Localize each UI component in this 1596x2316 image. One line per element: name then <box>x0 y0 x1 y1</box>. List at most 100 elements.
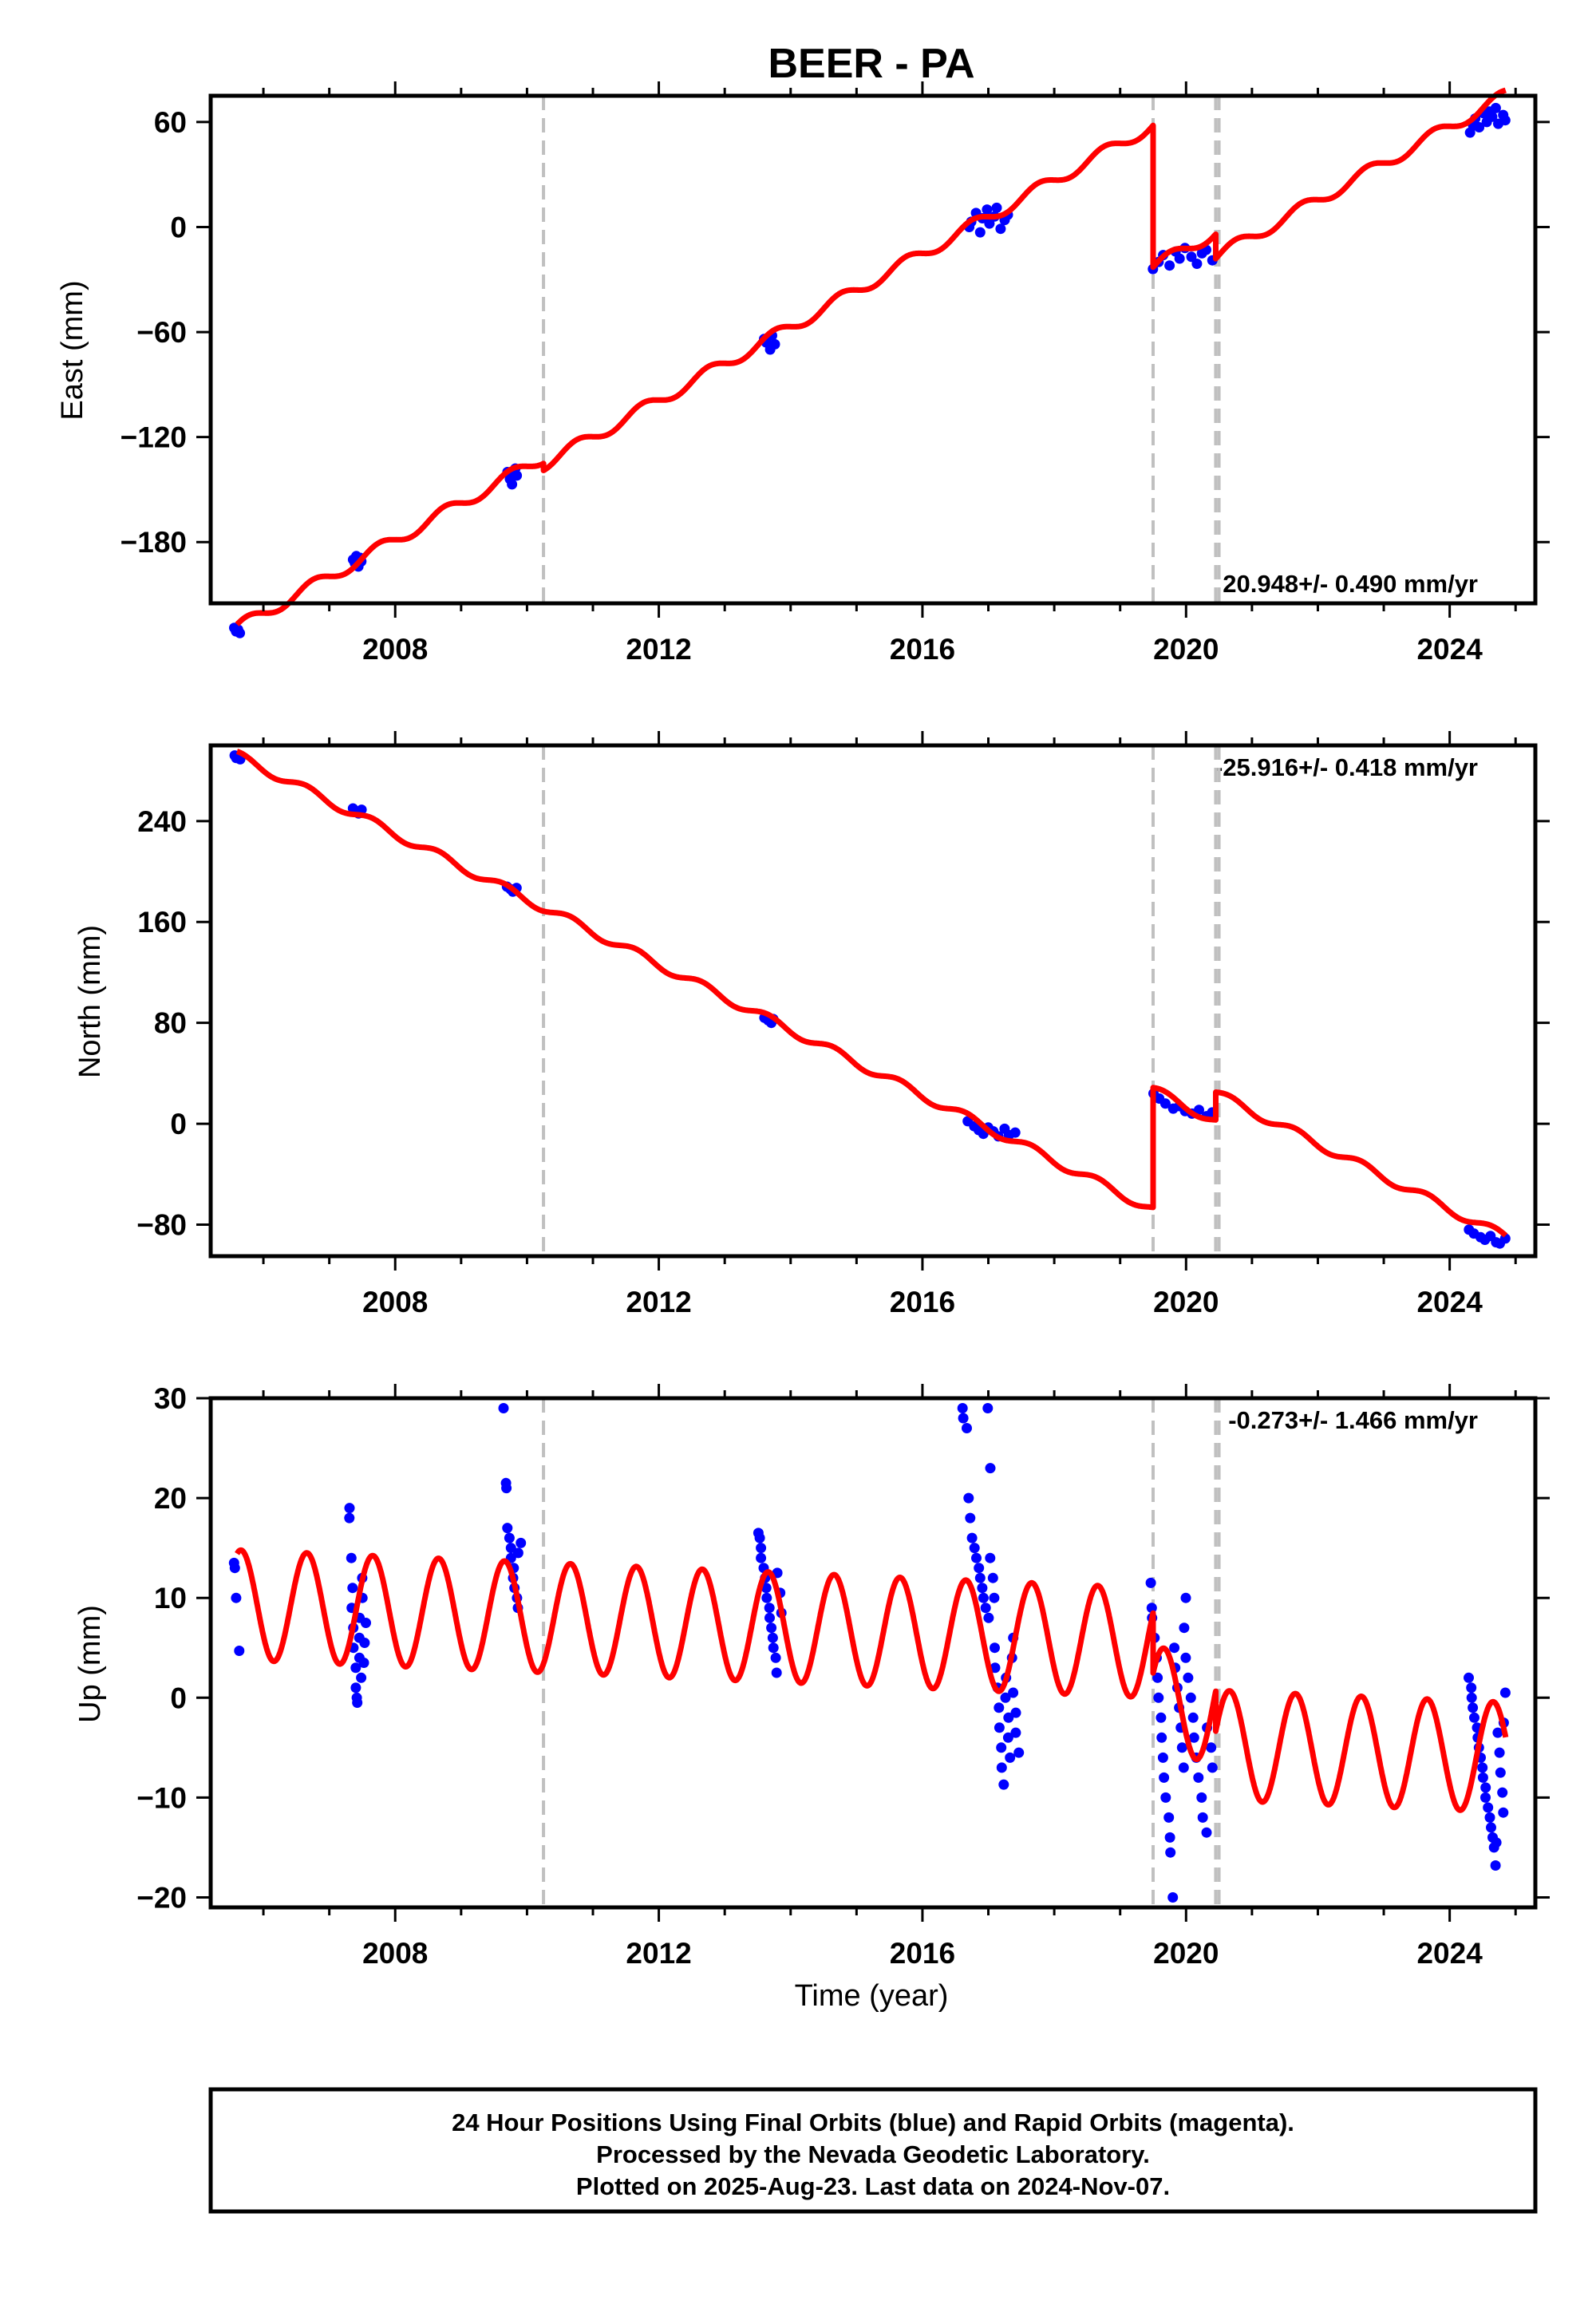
east-data-point <box>512 470 523 481</box>
up-data-point <box>1002 1732 1013 1743</box>
up-data-point <box>756 1552 767 1563</box>
up-data-point <box>1486 1822 1496 1833</box>
up-x-tick-label: 2012 <box>626 1937 691 1970</box>
up-data-point <box>994 1722 1005 1733</box>
east-data-points <box>229 102 1511 638</box>
north-model-curve <box>235 749 1508 1238</box>
east-x-tick-label: 2016 <box>890 633 955 666</box>
up-data-point <box>1167 1892 1179 1903</box>
up-data-point <box>965 1512 976 1524</box>
east-data-point <box>235 627 246 638</box>
up-data-point <box>969 1543 980 1554</box>
up-data-point <box>754 1532 765 1543</box>
up-data-point <box>1153 1692 1164 1703</box>
up-data-point <box>985 1552 996 1563</box>
up-data-point <box>1010 1727 1021 1738</box>
up-x-tick-label: 2020 <box>1153 1937 1219 1970</box>
up-data-point <box>1169 1642 1180 1654</box>
up-data-point <box>1484 1812 1495 1823</box>
up-data-point <box>501 1483 512 1494</box>
up-data-point <box>1183 1672 1194 1683</box>
up-data-point <box>1197 1812 1208 1823</box>
north-x-tick-label: 2024 <box>1416 1286 1483 1318</box>
up-data-point <box>344 1503 355 1514</box>
up-data-point <box>1483 1802 1494 1813</box>
east-data-point <box>507 479 518 490</box>
up-data-point <box>512 1547 523 1559</box>
up-data-point <box>1010 1707 1021 1718</box>
east-data-point <box>995 223 1006 235</box>
up-data-point <box>1145 1577 1156 1588</box>
up-data-point <box>962 1423 972 1433</box>
east-data-point <box>1186 251 1197 263</box>
up-data-point <box>1156 1732 1167 1743</box>
north-data-point <box>1159 1098 1171 1109</box>
north-data-point <box>1009 1127 1021 1138</box>
up-y-tick-label: 30 <box>154 1382 187 1415</box>
up-data-point <box>994 1702 1005 1713</box>
up-rate-label: -0.273+/- 1.466 mm/yr <box>1228 1406 1478 1434</box>
up-data-point <box>1207 1762 1218 1773</box>
up-data-point <box>1185 1692 1196 1703</box>
up-data-point <box>505 1543 516 1554</box>
east-y-tick-label: 0 <box>170 211 187 243</box>
up-data-point <box>980 1603 991 1614</box>
up-data-point <box>1469 1712 1479 1723</box>
east-data-point <box>991 202 1002 213</box>
up-data-point <box>1201 1827 1212 1838</box>
east-data-point <box>1490 102 1501 113</box>
east-data-point <box>1174 253 1185 264</box>
time-xlabel: Time (year) <box>795 1979 949 2013</box>
up-panel: Up (mm) -0.273+/- 1.466 mm/yr Time (year… <box>73 1382 1550 2013</box>
up-data-point <box>504 1532 515 1543</box>
up-data-point <box>1477 1762 1488 1773</box>
east-rate-label: 20.948+/- 0.490 mm/yr <box>1223 570 1478 598</box>
east-data-point <box>1474 122 1485 132</box>
east-x-tick-label: 2024 <box>1416 633 1483 666</box>
east-plot-frame <box>208 93 1538 606</box>
up-data-point <box>1156 1712 1167 1723</box>
east-x-tick-label: 2012 <box>626 633 691 666</box>
up-data-point <box>498 1403 509 1413</box>
up-data-point <box>346 1552 357 1563</box>
east-data-point <box>1487 111 1498 122</box>
north-y-tick-label: 0 <box>170 1108 187 1140</box>
up-ylabel: Up (mm) <box>73 1605 107 1723</box>
up-data-point <box>502 1523 513 1534</box>
up-data-point <box>768 1642 779 1654</box>
up-x-tick-label: 2016 <box>890 1937 955 1970</box>
up-data-point <box>990 1642 1000 1654</box>
up-data-point <box>516 1537 527 1548</box>
up-data-point <box>1005 1752 1016 1763</box>
up-data-point <box>344 1512 355 1524</box>
up-data-points <box>228 1403 1511 1903</box>
north-y-tick-label: 80 <box>154 1007 187 1040</box>
up-data-point <box>1003 1712 1014 1723</box>
up-data-point <box>963 1492 974 1504</box>
north-x-tick-label: 2020 <box>1153 1286 1219 1318</box>
up-data-point <box>996 1742 1007 1753</box>
up-plot-frame <box>208 1396 1538 1910</box>
up-data-point <box>1466 1682 1477 1694</box>
north-data-points <box>229 750 1511 1249</box>
north-y-tick-label: −80 <box>136 1208 187 1241</box>
up-data-point <box>760 1583 772 1594</box>
up-data-point <box>1180 1652 1191 1663</box>
north-x-tick-label: 2012 <box>626 1286 691 1318</box>
up-data-point <box>1490 1860 1501 1871</box>
east-ylabel: East (mm) <box>56 280 89 420</box>
up-data-point <box>347 1583 358 1594</box>
up-data-point <box>1008 1687 1019 1698</box>
up-data-point <box>1180 1592 1191 1603</box>
up-data-point <box>1165 1847 1176 1858</box>
up-data-point <box>356 1672 367 1683</box>
up-data-point <box>978 1592 989 1603</box>
up-data-point <box>352 1697 363 1708</box>
up-data-point <box>361 1618 371 1628</box>
footer-line-3: Plotted on 2025-Aug-23. Last data on 202… <box>576 2172 1170 2200</box>
north-x-tick-label: 2016 <box>890 1286 955 1318</box>
up-data-point <box>1193 1772 1204 1783</box>
up-data-point <box>1178 1762 1189 1773</box>
up-data-point <box>1176 1742 1187 1753</box>
